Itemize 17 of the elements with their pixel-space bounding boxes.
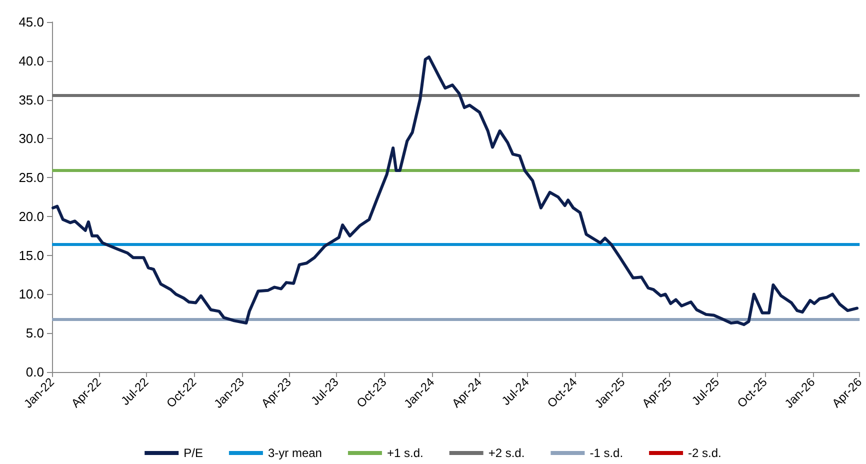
y-tick-label: 0.0 [26,364,44,380]
y-tick-label: 10.0 [18,286,44,302]
y-tick-label: 35.0 [18,92,44,108]
legend-label: P/E [184,446,203,460]
y-tick-label: 45.0 [18,14,44,30]
y-tick-label: 20.0 [18,208,44,224]
y-tick-label: 15.0 [18,248,44,263]
y-tick-label: 30.0 [18,131,44,146]
legend-label: +1 s.d. [386,446,424,460]
y-tick-label: 5.0 [26,326,44,341]
legend-label: -1 s.d. [590,446,624,460]
legend-label: +2 s.d. [488,446,525,460]
line-series [52,56,859,326]
text: -2 s.d. [688,446,722,460]
y-tick-label: 25.0 [18,170,44,186]
y-tick-label: 40.0 [18,53,44,68]
legend-label: 3-yr mean [268,446,322,460]
